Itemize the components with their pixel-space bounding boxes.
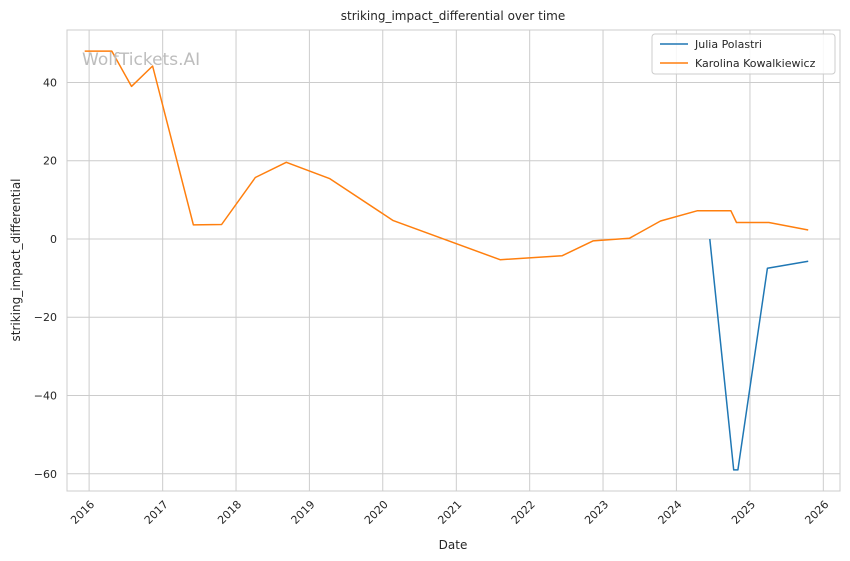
y-tick-label: 0 — [50, 233, 57, 246]
x-tick-label: 2018 — [215, 498, 244, 527]
x-tick-label: 2024 — [656, 498, 685, 527]
series-line-julia-polastri — [709, 238, 809, 471]
y-tick-label: 40 — [43, 76, 57, 89]
grid — [67, 30, 840, 491]
chart-title: striking_impact_differential over time — [341, 9, 566, 23]
y-tick-label: −60 — [34, 468, 57, 481]
x-tick-label: 2019 — [289, 498, 318, 527]
legend-label-karolina-kowalkiewicz: Karolina Kowalkiewicz — [695, 57, 816, 70]
x-tick-label: 2021 — [435, 498, 464, 527]
series-line-karolina-kowalkiewicz — [84, 50, 809, 261]
x-tick-label: 2016 — [68, 498, 97, 527]
y-axis-label: striking_impact_differential — [9, 178, 23, 341]
x-tick-label: 2025 — [729, 498, 758, 527]
x-tick-label: 2026 — [802, 498, 831, 527]
y-tick-label: −20 — [34, 311, 57, 324]
legend-label-julia-polastri: Julia Polastri — [694, 38, 762, 51]
y-tick-label: −40 — [34, 390, 57, 403]
x-tick-label: 2017 — [142, 498, 171, 527]
axes-frame — [66, 29, 841, 492]
plot-area-border — [66, 29, 841, 492]
series-layer — [84, 50, 809, 471]
x-tick-label: 2020 — [362, 498, 391, 527]
y-tick-label: 20 — [43, 155, 57, 168]
tick-labels: 2016 2017 2018 2019 2020 2021 2022 2023 2024 2025… — [34, 76, 832, 526]
legend: Julia Polastri Karolina Kowalkiewicz — [651, 33, 836, 75]
legend-box — [651, 33, 836, 75]
x-tick-label: 2022 — [509, 498, 538, 527]
watermark: WolfTickets.AI — [82, 50, 200, 70]
x-tick-label: 2023 — [582, 498, 611, 527]
x-axis-label: Date — [439, 538, 468, 552]
